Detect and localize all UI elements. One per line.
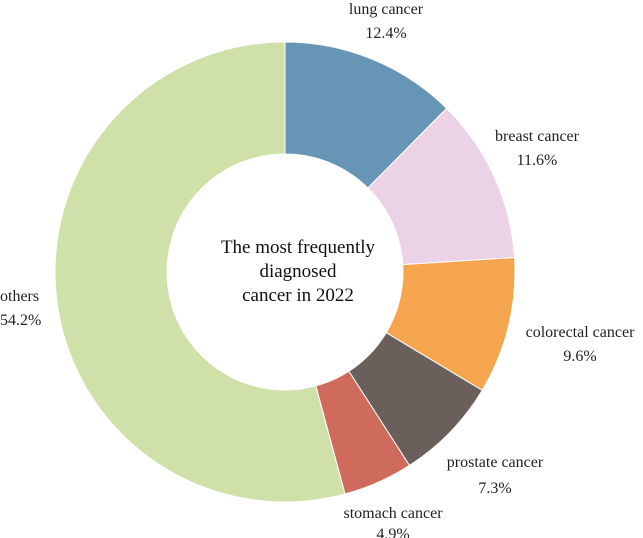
slice-value-lung-cancer: 12.4% [365,25,406,42]
slice-label-prostate-cancer: prostate cancer [447,454,544,471]
slice-label-others: others [0,288,39,305]
slice-value-breast-cancer: 11.6% [517,152,558,169]
slice-label-lung-cancer: lung cancer [349,1,424,18]
slice-label-breast-cancer: breast cancer [495,128,580,145]
center-title-line-3: cancer in 2022 [242,285,354,306]
slice-others [54,41,346,503]
slices-group [54,41,516,503]
slice-label-stomach-cancer: stomach cancer [343,505,443,522]
slice-value-stomach-cancer: 4.9% [376,526,409,538]
slice-value-others: 54.2% [0,312,41,329]
center-title-line-1: The most frequently [221,237,376,258]
slice-value-prostate-cancer: 7.3% [478,480,511,497]
slice-value-colorectal-cancer: 9.6% [563,348,596,365]
center-title-line-2: diagnosed [259,261,337,282]
slice-label-colorectal-cancer: colorectal cancer [526,324,635,341]
